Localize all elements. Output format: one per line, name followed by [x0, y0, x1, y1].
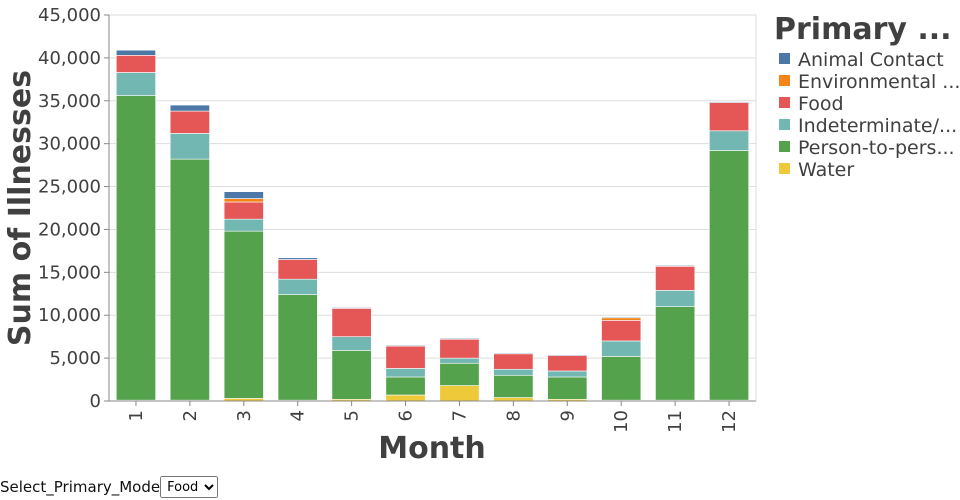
bar-segment — [601, 356, 642, 401]
bar-segment — [439, 338, 480, 340]
bar-segment — [439, 338, 480, 359]
bar-segment — [439, 357, 480, 364]
legend-swatch — [779, 141, 790, 152]
bar-segment — [439, 385, 480, 402]
legend-label: Food — [798, 93, 844, 115]
x-tick-label: 7 — [449, 410, 470, 421]
legend-swatch — [779, 75, 790, 86]
bar-segment — [223, 201, 264, 220]
y-tick-label: 35,000 — [38, 91, 101, 112]
bar-segment — [277, 278, 318, 295]
bar-segment — [331, 307, 372, 309]
legend-swatch — [779, 163, 790, 174]
primary-mode-control: Select_Primary_Mode Food — [0, 475, 219, 499]
x-tick-label: 11 — [665, 410, 686, 433]
y-tick-label: 45,000 — [38, 5, 101, 26]
primary-mode-select[interactable]: Food — [160, 476, 219, 498]
bar-segment — [547, 370, 588, 378]
bar-segment — [493, 368, 534, 376]
x-tick-label: 8 — [503, 410, 524, 421]
x-tick-label: 4 — [288, 410, 309, 421]
axes: 0 5,000 10,000 15,000 20,000 25,000 30,000 35,0… — [38, 5, 756, 433]
bar-segment — [115, 95, 156, 401]
bar-segment — [547, 355, 588, 372]
bar-segment — [601, 317, 642, 321]
bar-segment — [277, 259, 318, 280]
bar-segment — [547, 376, 588, 400]
stacked-bar-chart: 0 5,000 10,000 15,000 20,000 25,000 30,000 35,0… — [3, 5, 960, 466]
bar-segment — [493, 353, 534, 370]
bar-segment — [655, 306, 696, 401]
bar-segment — [439, 362, 480, 386]
x-tick-label: 3 — [234, 410, 255, 421]
bar-segment — [385, 368, 426, 378]
legend-label: Indeterminate/... — [798, 115, 957, 137]
y-tick-label: 25,000 — [38, 177, 101, 198]
bar-segment — [709, 150, 750, 401]
legend-label: Animal Contact — [798, 49, 944, 71]
bar-segment — [385, 345, 426, 369]
x-tick-label: 10 — [611, 410, 632, 433]
bars — [115, 49, 750, 402]
bar-segment — [277, 294, 318, 401]
x-tick-label: 5 — [342, 410, 363, 421]
bar-segment — [223, 218, 264, 232]
y-tick-label: 30,000 — [38, 134, 101, 155]
bar-segment — [493, 397, 534, 402]
bar-segment — [169, 158, 210, 401]
bar-segment — [709, 102, 750, 132]
bar-segment — [547, 354, 588, 356]
legend-swatch — [779, 119, 790, 130]
bar-segment — [601, 340, 642, 357]
legend-swatch — [779, 97, 790, 108]
bar-segment — [223, 198, 264, 203]
bar-segment — [223, 230, 264, 399]
bar-segment — [655, 265, 696, 267]
bar-segment — [223, 191, 264, 199]
x-axis-title: Month — [378, 431, 486, 466]
bar-segment — [385, 376, 426, 396]
x-tick-label: 9 — [557, 410, 578, 421]
x-tick-label: 2 — [180, 410, 201, 421]
legend-swatch — [779, 53, 790, 64]
y-tick-label: 0 — [90, 391, 101, 412]
x-tick-label: 1 — [126, 410, 147, 421]
select-primary-mode-label: Select_Primary_Mode — [0, 478, 161, 496]
y-tick-label: 40,000 — [38, 48, 101, 69]
bar-segment — [385, 344, 426, 347]
y-tick-label: 20,000 — [38, 219, 101, 240]
bar-segment — [709, 130, 750, 151]
bar-segment — [655, 290, 696, 307]
legend-label: Environmental ... — [798, 71, 960, 93]
bar-segment — [169, 133, 210, 160]
bar-segment — [601, 316, 642, 319]
y-tick-label: 10,000 — [38, 305, 101, 326]
bar-segment — [601, 320, 642, 342]
bar-segment — [493, 352, 534, 355]
bar-segment — [331, 336, 372, 351]
bar-segment — [331, 350, 372, 400]
y-axis-title: Sum of Illnesses — [3, 70, 38, 346]
legend-label: Person-to-pers... — [798, 137, 955, 159]
legend-label: Water — [798, 159, 854, 181]
bar-segment — [169, 104, 210, 112]
bar-segment — [277, 257, 318, 260]
legend-title: Primary ... — [774, 12, 952, 47]
bar-segment — [169, 110, 210, 134]
bar-segment — [385, 394, 426, 402]
x-tick-label: 6 — [396, 410, 417, 421]
x-tick-label: 12 — [719, 410, 740, 433]
legend: Primary ... Animal ContactEnvironmental … — [774, 12, 960, 181]
bar-segment — [331, 308, 372, 337]
bar-segment — [493, 374, 534, 398]
bar-segment — [115, 49, 156, 56]
bar-segment — [655, 266, 696, 291]
y-tick-label: 5,000 — [49, 348, 101, 369]
bar-segment — [115, 72, 156, 96]
bar-segment — [115, 55, 156, 73]
bar-segment — [709, 101, 750, 103]
y-tick-label: 15,000 — [38, 262, 101, 283]
